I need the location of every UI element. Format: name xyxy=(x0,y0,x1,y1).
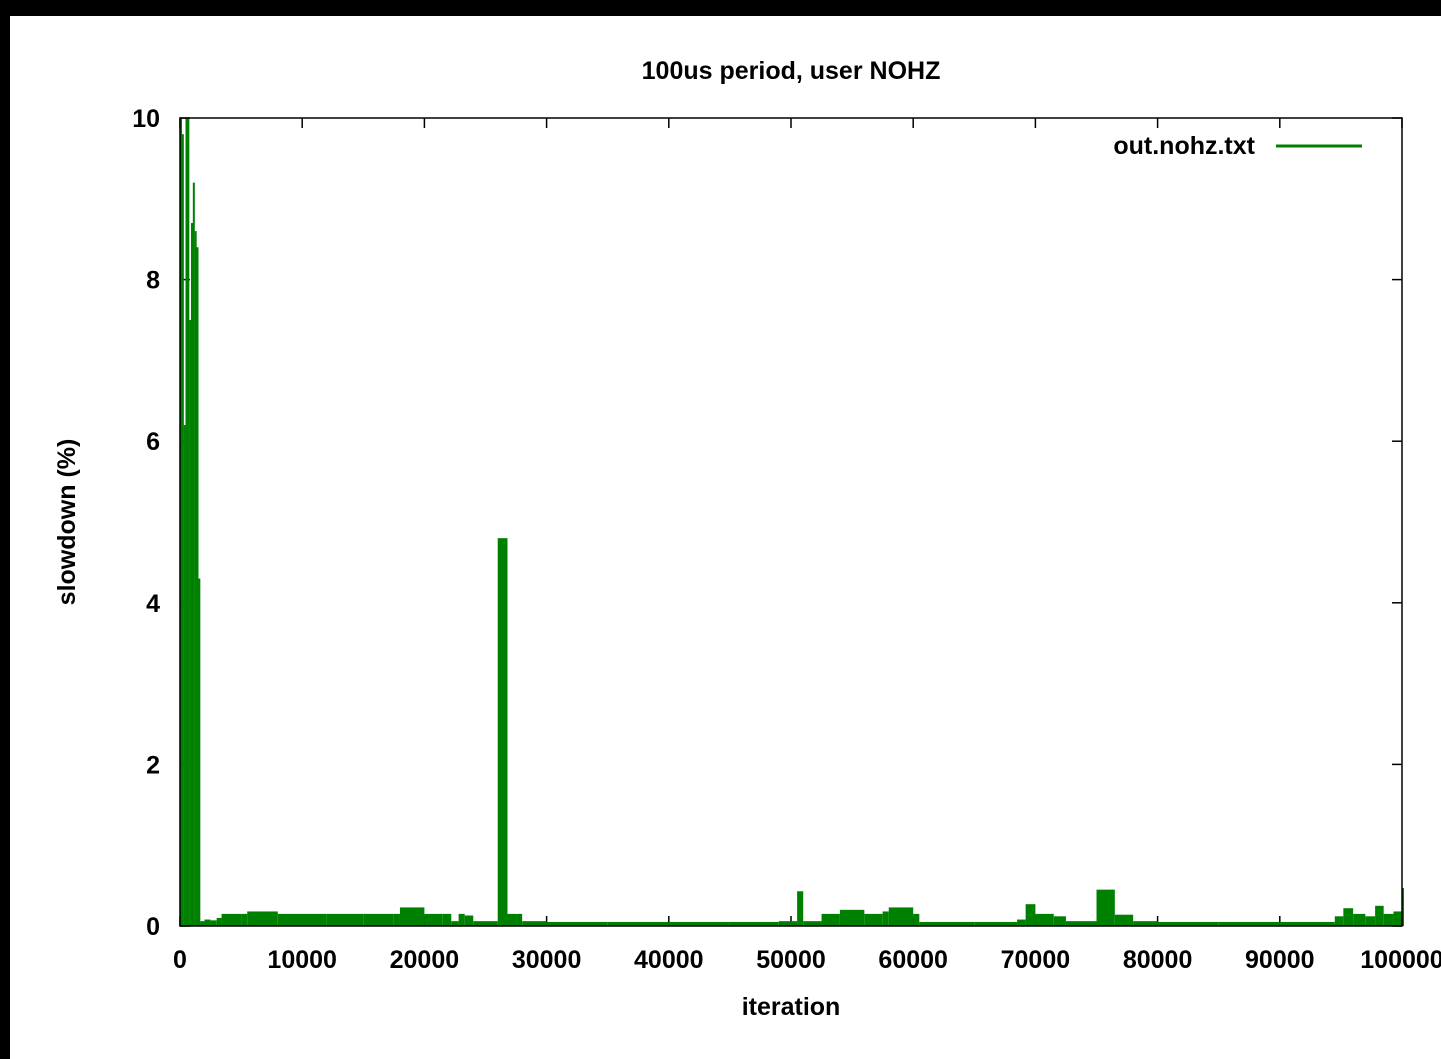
axis-ticks: 0 10000 20000 30000 40000 50000 60000 70000 8000… xyxy=(132,105,1441,974)
data-bar-0-9 xyxy=(196,247,199,926)
data-bar-0-65 xyxy=(1393,911,1402,926)
data-bar-0-20 xyxy=(363,913,394,926)
data-bar-0-45 xyxy=(913,913,920,926)
x-tick-label-1: 10000 xyxy=(267,946,337,974)
data-bar-0-47 xyxy=(974,921,1018,926)
data-bar-0-27 xyxy=(464,915,474,926)
data-bar-0-16 xyxy=(241,913,248,926)
data-bar-0-10 xyxy=(198,578,201,926)
data-bar-0-56 xyxy=(1157,921,1219,926)
data-bar-0-43 xyxy=(882,911,889,926)
data-bar-0-60 xyxy=(1343,908,1354,926)
data-bar-0-32 xyxy=(522,921,547,926)
data-bar-0-38 xyxy=(797,891,804,926)
data-bar-0-58 xyxy=(1279,921,1335,926)
data-bar-0-51 xyxy=(1053,916,1066,926)
data-bar-0-29 xyxy=(497,538,508,926)
data-bar-0-15 xyxy=(221,913,242,926)
x-tick-label-4: 40000 xyxy=(634,946,704,974)
data-bar-0-35 xyxy=(668,921,730,926)
y-tick-label-5: 10 xyxy=(132,105,160,133)
chart-canvas: 100us period, user NOHZ slowdown (%) ite… xyxy=(10,16,1441,1059)
data-bar-0-4 xyxy=(187,118,190,926)
chart-svg: 100us period, user NOHZ slowdown (%) ite… xyxy=(53,57,1441,1021)
y-tick-label-2: 4 xyxy=(146,590,160,618)
data-bar-0-33 xyxy=(546,921,608,926)
data-bar-0-2 xyxy=(183,425,186,926)
data-bar-0-41 xyxy=(839,909,865,926)
data-bar-0-0 xyxy=(180,118,182,926)
y-tick-label-0: 0 xyxy=(146,913,160,941)
data-bar-0-31 xyxy=(516,913,523,926)
data-bar-0-54 xyxy=(1114,914,1134,926)
x-tick-label-10: 100000 xyxy=(1360,946,1441,974)
x-tick-label-7: 70000 xyxy=(1001,946,1071,974)
data-bar-0-3 xyxy=(185,118,188,926)
x-tick-label-8: 80000 xyxy=(1123,946,1193,974)
data-bar-0-53 xyxy=(1096,889,1115,926)
x-tick-label-0: 0 xyxy=(173,946,187,974)
data-bar-0-50 xyxy=(1035,913,1054,926)
data-bar-0-6 xyxy=(190,223,193,927)
data-bar-0-22 xyxy=(399,907,425,926)
data-bar-0-23 xyxy=(424,913,443,926)
data-bar-0-44 xyxy=(888,907,914,926)
x-tick-label-6: 60000 xyxy=(878,946,948,974)
data-bar-0-17 xyxy=(247,911,278,926)
data-bar-0-37 xyxy=(778,921,798,926)
data-bar-0-59 xyxy=(1334,916,1344,926)
legend-entry-label: out.nohz.txt xyxy=(1113,132,1255,160)
data-bar-0-21 xyxy=(393,913,400,926)
data-bar-0-14 xyxy=(216,917,222,926)
data-bar-0-48 xyxy=(1017,919,1026,926)
data-bar-0-25 xyxy=(451,921,459,926)
data-bar-0-5 xyxy=(189,320,192,926)
data-bar-0-7 xyxy=(192,182,195,926)
x-tick-label-9: 90000 xyxy=(1245,946,1315,974)
y-axis-label: slowdown (%) xyxy=(53,439,81,606)
data-bar-0-34 xyxy=(607,921,669,926)
data-bar-0-63 xyxy=(1375,905,1384,926)
x-axis-label: iteration xyxy=(742,993,841,1021)
data-bar-0-30 xyxy=(507,913,517,926)
data-bar-0-18 xyxy=(277,913,327,926)
plot-area-border xyxy=(179,117,1403,927)
data-bar-0-40 xyxy=(821,913,840,926)
data-series xyxy=(180,118,1404,927)
data-bar-0-52 xyxy=(1065,921,1097,926)
data-bar-0-61 xyxy=(1353,913,1366,926)
data-bar-0-55 xyxy=(1133,921,1158,926)
data-bar-0-46 xyxy=(919,921,975,926)
data-bar-0-11 xyxy=(200,921,205,926)
data-bar-0-66 xyxy=(1402,888,1404,926)
data-bar-0-64 xyxy=(1383,913,1394,926)
x-tick-label-2: 20000 xyxy=(390,946,460,974)
data-bar-0-62 xyxy=(1365,916,1376,926)
data-bar-0-24 xyxy=(442,913,452,926)
y-tick-label-3: 6 xyxy=(146,428,160,456)
data-bar-0-36 xyxy=(729,921,779,926)
x-tick-label-3: 30000 xyxy=(512,946,582,974)
data-bar-0-49 xyxy=(1025,904,1036,926)
data-bar-0-12 xyxy=(204,919,211,926)
data-bar-0-57 xyxy=(1218,921,1280,926)
data-bar-0-26 xyxy=(458,913,465,926)
legend: out.nohz.txt xyxy=(1113,132,1362,160)
y-tick-label-4: 8 xyxy=(146,267,160,295)
data-bar-0-19 xyxy=(326,913,364,926)
data-bar-0-39 xyxy=(803,921,822,926)
data-bar-0-8 xyxy=(194,231,197,926)
data-bar-0-42 xyxy=(864,913,883,926)
data-bar-0-13 xyxy=(210,920,217,926)
chart-title: 100us period, user NOHZ xyxy=(642,57,941,85)
y-tick-label-1: 2 xyxy=(146,751,160,779)
data-bar-0-28 xyxy=(473,921,498,926)
x-tick-label-5: 50000 xyxy=(756,946,826,974)
data-bar-0-1 xyxy=(181,134,184,926)
